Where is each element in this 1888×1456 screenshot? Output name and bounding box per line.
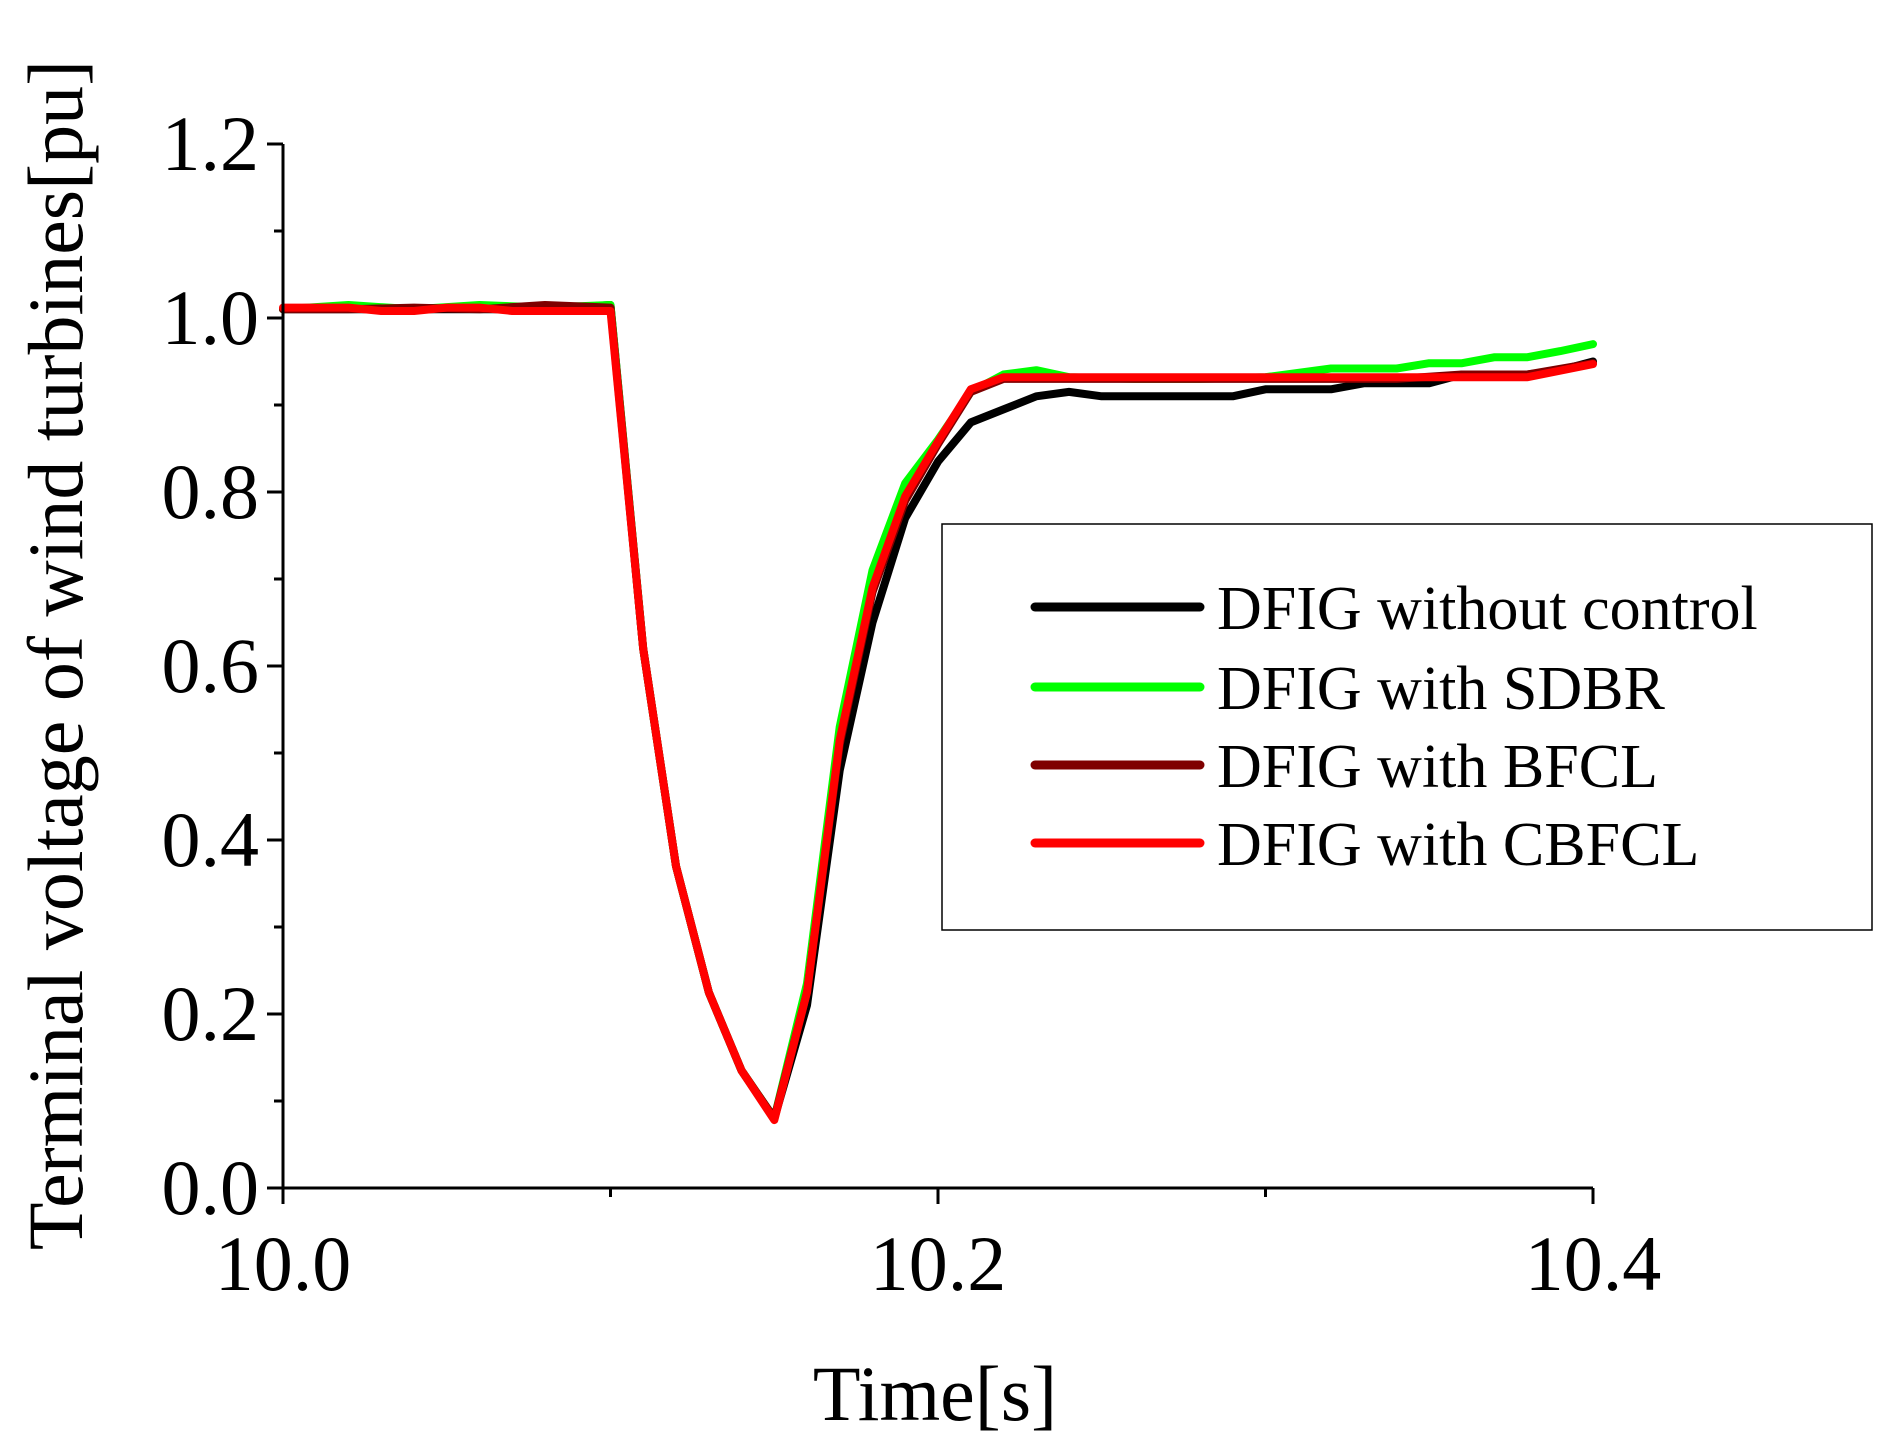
legend-label: DFIG with SDBR: [1217, 655, 1666, 723]
legend-box: [941, 523, 1873, 931]
x-tick-label: 10.4: [1525, 1220, 1662, 1307]
x-axis-title: Time[s]: [813, 1350, 1057, 1437]
y-tick-label: 0.0: [162, 1144, 260, 1231]
legend-label: DFIG with BFCL: [1217, 733, 1658, 801]
x-tick-label: 10.2: [870, 1220, 1007, 1307]
x-tick-label: 10.0: [215, 1220, 352, 1307]
legend-items: DFIG without control DFIG with SDBR DFIG w…: [1030, 575, 1758, 879]
series-line-4: [279, 303, 1597, 1125]
y-tick-label: 1.0: [162, 274, 260, 361]
y-tick-label: 0.2: [162, 970, 260, 1057]
y-tick-label: 0.8: [162, 448, 260, 535]
legend-label: DFIG without control: [1217, 575, 1758, 643]
legend-label: DFIG with CBFCL: [1217, 811, 1699, 879]
y-axis-title: Terminal voltage of wind turbines[pu]: [12, 60, 99, 1250]
series-layer: [279, 301, 1597, 1125]
y-tick-label: 0.6: [162, 622, 260, 709]
ticks: 0.0 0.2 0.4 0.6 0.8 1.0 1.2 10.0 10.2 10.4: [162, 100, 1662, 1307]
y-tick-label: 0.4: [162, 796, 260, 883]
y-tick-label: 1.2: [162, 100, 260, 187]
legend: DFIG without control DFIG with SDBR DFIG w…: [941, 523, 1873, 931]
